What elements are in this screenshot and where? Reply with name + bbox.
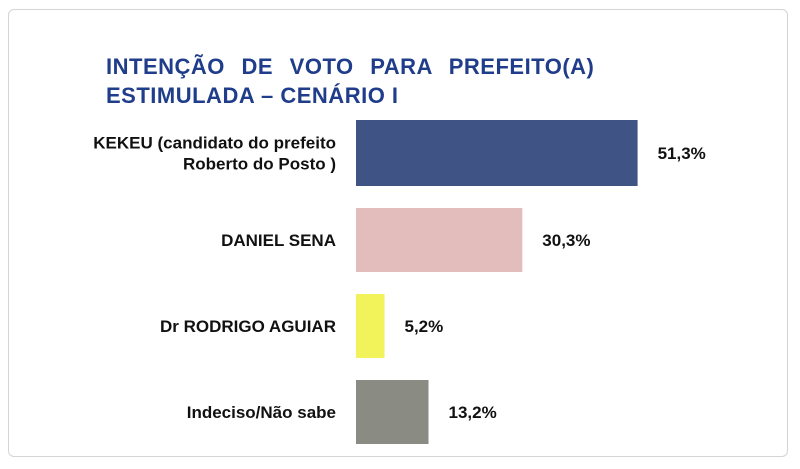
value-label-3: 13,2% [449, 403, 497, 422]
category-label-3-0: Indeciso/Não sabe [187, 403, 336, 422]
category-label-2-0: Dr RODRIGO AGUIAR [160, 317, 336, 336]
chart-title: INTENÇÃO DE VOTO PARA PREFEITO(A) ESTIMU… [106, 52, 594, 110]
bar-3 [356, 380, 429, 444]
value-label-0: 51,3% [658, 144, 706, 163]
value-label-1: 30,3% [542, 231, 590, 250]
bar-0 [356, 120, 638, 186]
chart-title-line-2: ESTIMULADA – CENÁRIO I [106, 83, 399, 108]
value-label-2: 5,2% [405, 317, 444, 336]
category-label-0-0: KEKEU (candidato do prefeito [93, 134, 336, 153]
chart-title-line-1: INTENÇÃO DE VOTO PARA PREFEITO(A) [106, 54, 595, 79]
bar-2 [356, 294, 385, 358]
category-label-0-1: Roberto do Posto ) [183, 155, 336, 174]
category-label-1-0: DANIEL SENA [221, 231, 336, 250]
bar-1 [356, 208, 523, 272]
